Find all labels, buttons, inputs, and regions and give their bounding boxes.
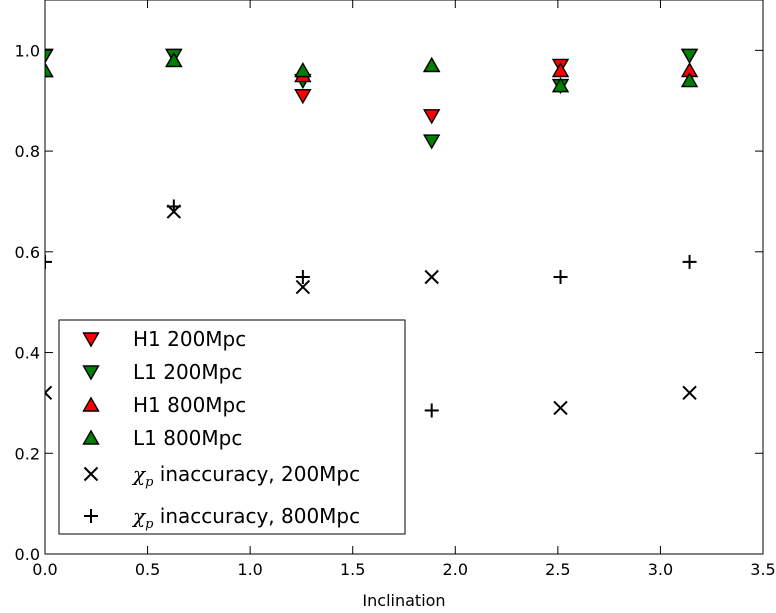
data-point <box>424 403 439 418</box>
data-point <box>680 48 699 64</box>
y-tick-label: 0.6 <box>15 243 40 262</box>
legend-marker <box>83 466 99 482</box>
series-4 <box>45 51 699 93</box>
data-point <box>422 109 441 125</box>
x-tick-label: 1.5 <box>340 560 365 579</box>
legend-item: χp inaccuracy, 200Mpc <box>83 462 360 490</box>
series-6 <box>45 199 697 418</box>
data-marks <box>45 48 699 418</box>
data-point <box>682 385 697 401</box>
legend-marker <box>84 509 98 523</box>
data-point <box>551 61 570 78</box>
legend-label: H1 800Mpc <box>133 393 246 417</box>
data-point <box>295 270 310 284</box>
legend-item: χp inaccuracy, 800Mpc <box>84 504 360 532</box>
data-point <box>295 279 311 295</box>
data-point <box>551 77 570 93</box>
y-tick-label: 0.4 <box>15 344 40 363</box>
legend-label: L1 800Mpc <box>133 426 242 450</box>
legend-marker <box>82 365 100 381</box>
data-point <box>45 48 54 64</box>
legend: H1 200Mpc L1 200Mpc H1 800Mpc L1 800Mpc χp i… <box>58 319 406 535</box>
y-tick-label: 0.2 <box>15 444 40 463</box>
x-tick-label: 3.0 <box>648 560 673 579</box>
data-point <box>422 134 441 150</box>
data-point <box>424 269 439 285</box>
legend-label: H1 200Mpc <box>133 327 246 351</box>
data-point <box>553 400 568 416</box>
data-point <box>166 199 181 214</box>
data-point <box>45 385 53 401</box>
x-tick-label: 3.5 <box>750 560 775 579</box>
data-point <box>422 56 441 73</box>
data-point <box>165 51 183 68</box>
data-point <box>45 254 52 269</box>
legend-marker <box>82 332 100 348</box>
data-point <box>553 270 568 284</box>
data-point <box>45 61 54 78</box>
y-tick-label: 0.8 <box>15 142 40 161</box>
legend-item: L1 200Mpc <box>82 360 242 384</box>
y-tick-label: 0.0 <box>15 545 40 564</box>
legend-item: L1 800Mpc <box>82 426 242 450</box>
x-tick-label: 0.0 <box>32 560 57 579</box>
x-tick-label: 1.0 <box>237 560 262 579</box>
legend-item: H1 800Mpc <box>82 393 246 417</box>
x-tick-label: 0.5 <box>135 560 160 579</box>
data-point <box>294 88 312 105</box>
legend-label: χp inaccuracy, 200Mpc <box>131 462 360 490</box>
legend-box <box>58 319 406 535</box>
legend-marker <box>82 396 100 412</box>
axes: 0.0 0.5 1.0 1.5 2.0 2.5 3.0 3.5 0.0 0.2 0.4 0.6 0.8 1… <box>15 0 776 579</box>
x-axis-label: Inclination <box>362 591 445 610</box>
plot-frame <box>44 0 764 555</box>
y-tick-label: 1.0 <box>15 41 40 60</box>
legend-label: χp inaccuracy, 800Mpc <box>131 504 360 532</box>
legend-item: H1 200Mpc <box>82 327 246 351</box>
x-tick-label: 2.0 <box>443 560 468 579</box>
data-point <box>682 254 697 269</box>
data-point <box>294 61 312 78</box>
legend-marker <box>82 429 100 445</box>
legend-label: L1 200Mpc <box>133 360 242 384</box>
data-point <box>680 72 699 88</box>
x-tick-label: 2.5 <box>545 560 570 579</box>
